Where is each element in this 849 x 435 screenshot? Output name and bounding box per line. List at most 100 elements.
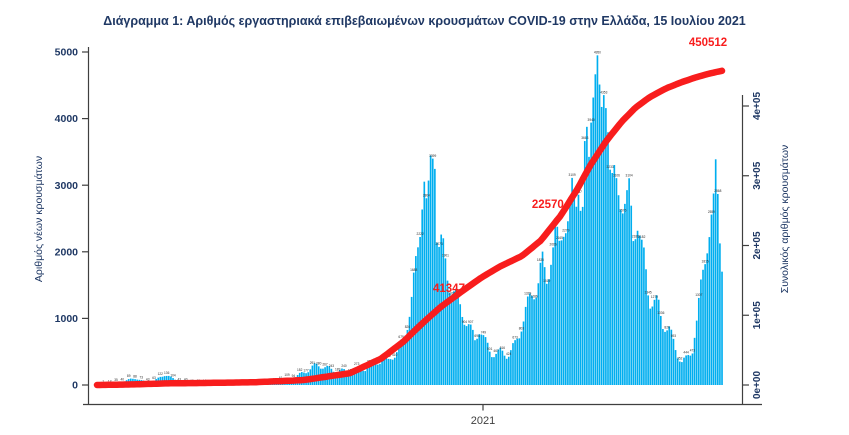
svg-text:104: 104 <box>170 373 176 377</box>
svg-text:424: 424 <box>506 352 512 356</box>
svg-text:3e+05: 3e+05 <box>752 161 763 190</box>
svg-text:1000: 1000 <box>55 313 79 325</box>
svg-text:2189: 2189 <box>632 234 639 238</box>
svg-text:1279: 1279 <box>651 295 658 299</box>
svg-text:4950: 4950 <box>594 51 601 55</box>
svg-text:243: 243 <box>329 364 335 368</box>
svg-text:35: 35 <box>114 378 118 382</box>
svg-text:280: 280 <box>316 362 322 366</box>
svg-text:3104: 3104 <box>626 174 633 178</box>
svg-text:2559: 2559 <box>708 210 715 214</box>
svg-text:467: 467 <box>493 349 499 353</box>
svg-text:679: 679 <box>398 335 404 339</box>
left-axis-title: Αριθμός νέων κρουσμάτων <box>33 156 45 282</box>
right-axis-title: Συνολικός αριθμός κρουσμάτων <box>779 145 791 294</box>
svg-text:1345: 1345 <box>645 291 652 295</box>
chart-title: Διάγραμμα 1: Αριθμός εργαστηριακά επιβεβ… <box>103 14 746 28</box>
svg-text:501: 501 <box>487 347 493 351</box>
svg-text:1519: 1519 <box>543 279 550 283</box>
svg-text:673: 673 <box>512 335 518 339</box>
svg-text:136: 136 <box>164 371 170 375</box>
svg-text:410: 410 <box>392 353 398 357</box>
svg-text:826: 826 <box>405 325 411 329</box>
svg-text:0: 0 <box>72 380 78 392</box>
axes <box>83 47 762 406</box>
svg-text:291: 291 <box>310 361 316 365</box>
svg-text:820: 820 <box>664 326 670 330</box>
svg-text:516: 516 <box>500 346 506 350</box>
svg-text:749: 749 <box>481 330 487 334</box>
svg-text:2066: 2066 <box>550 243 557 247</box>
svg-text:2279: 2279 <box>562 228 569 232</box>
svg-text:3109: 3109 <box>569 173 576 177</box>
svg-text:1901: 1901 <box>442 254 449 258</box>
svg-text:1688: 1688 <box>410 268 417 272</box>
svg-text:907: 907 <box>468 320 474 324</box>
svg-text:73: 73 <box>140 375 144 379</box>
annotations: 41347 225704 450512 <box>433 37 727 295</box>
svg-text:693: 693 <box>671 334 677 338</box>
svg-text:1e+05: 1e+05 <box>752 301 763 330</box>
svg-text:2165: 2165 <box>556 236 563 240</box>
svg-text:5000: 5000 <box>55 47 79 59</box>
svg-text:4e+05: 4e+05 <box>752 92 763 121</box>
svg-text:0e+00: 0e+00 <box>752 371 763 400</box>
svg-text:94: 94 <box>292 374 296 378</box>
cumulative-line <box>93 67 726 389</box>
svg-text:3000: 3000 <box>55 180 79 192</box>
svg-text:3106: 3106 <box>613 173 620 177</box>
svg-text:3233: 3233 <box>607 165 614 169</box>
svg-text:694: 694 <box>474 334 480 338</box>
svg-text:273: 273 <box>354 362 360 366</box>
svg-text:4000: 4000 <box>55 113 79 125</box>
svg-text:904: 904 <box>462 320 468 324</box>
svg-text:1286: 1286 <box>531 295 538 299</box>
svg-text:2222: 2222 <box>417 232 424 236</box>
annotation-225704: 225704 <box>532 199 571 211</box>
svg-text:13: 13 <box>108 379 112 383</box>
svg-text:109: 109 <box>284 373 290 377</box>
svg-text:240: 240 <box>341 364 347 368</box>
svg-text:803: 803 <box>519 327 525 331</box>
svg-text:2e+05: 2e+05 <box>752 231 763 260</box>
svg-text:40: 40 <box>121 378 125 382</box>
right-axis: 0e+00 1e+05 2e+05 3e+05 4e+05 Συνολικός αριθμ… <box>742 92 791 400</box>
svg-text:444: 444 <box>683 351 689 355</box>
svg-text:2000: 2000 <box>55 246 79 258</box>
annotation-41347: 41347 <box>433 283 465 295</box>
svg-text:122: 122 <box>158 372 164 376</box>
svg-text:1815: 1815 <box>702 259 709 263</box>
svg-text:43: 43 <box>146 377 150 381</box>
svg-text:2576: 2576 <box>619 209 626 213</box>
svg-text:2073: 2073 <box>436 242 443 246</box>
svg-text:189: 189 <box>335 368 341 372</box>
svg-text:3940: 3940 <box>588 118 595 122</box>
svg-text:1307: 1307 <box>695 293 702 297</box>
svg-text:89: 89 <box>127 374 131 378</box>
x-axis: 2021 <box>471 404 495 427</box>
svg-text:88: 88 <box>133 374 137 378</box>
svg-text:1329: 1329 <box>524 292 531 296</box>
svg-text:267: 267 <box>322 362 328 366</box>
svg-text:43: 43 <box>178 377 182 381</box>
annotation-450512: 450512 <box>689 37 727 49</box>
svg-text:40: 40 <box>184 378 188 382</box>
svg-text:63: 63 <box>152 376 156 380</box>
svg-text:2804: 2804 <box>423 194 430 198</box>
svg-text:2868: 2868 <box>714 189 721 193</box>
svg-text:352: 352 <box>677 357 683 361</box>
svg-text:1334: 1334 <box>448 291 455 295</box>
svg-text:3399: 3399 <box>429 154 436 158</box>
svg-text:1036: 1036 <box>657 311 664 315</box>
svg-text:182: 182 <box>297 368 303 372</box>
svg-text:4353: 4353 <box>600 90 607 94</box>
svg-text:3663: 3663 <box>581 136 588 140</box>
svg-text:473: 473 <box>690 349 696 353</box>
svg-text:1835: 1835 <box>537 258 544 262</box>
x-tick-2021: 2021 <box>471 415 495 427</box>
left-axis: 0 1000 2000 3000 4000 5000 Αριθμός νέων κρουσμ… <box>33 47 89 392</box>
svg-text:177: 177 <box>303 368 309 372</box>
svg-text:2182: 2182 <box>638 235 645 239</box>
